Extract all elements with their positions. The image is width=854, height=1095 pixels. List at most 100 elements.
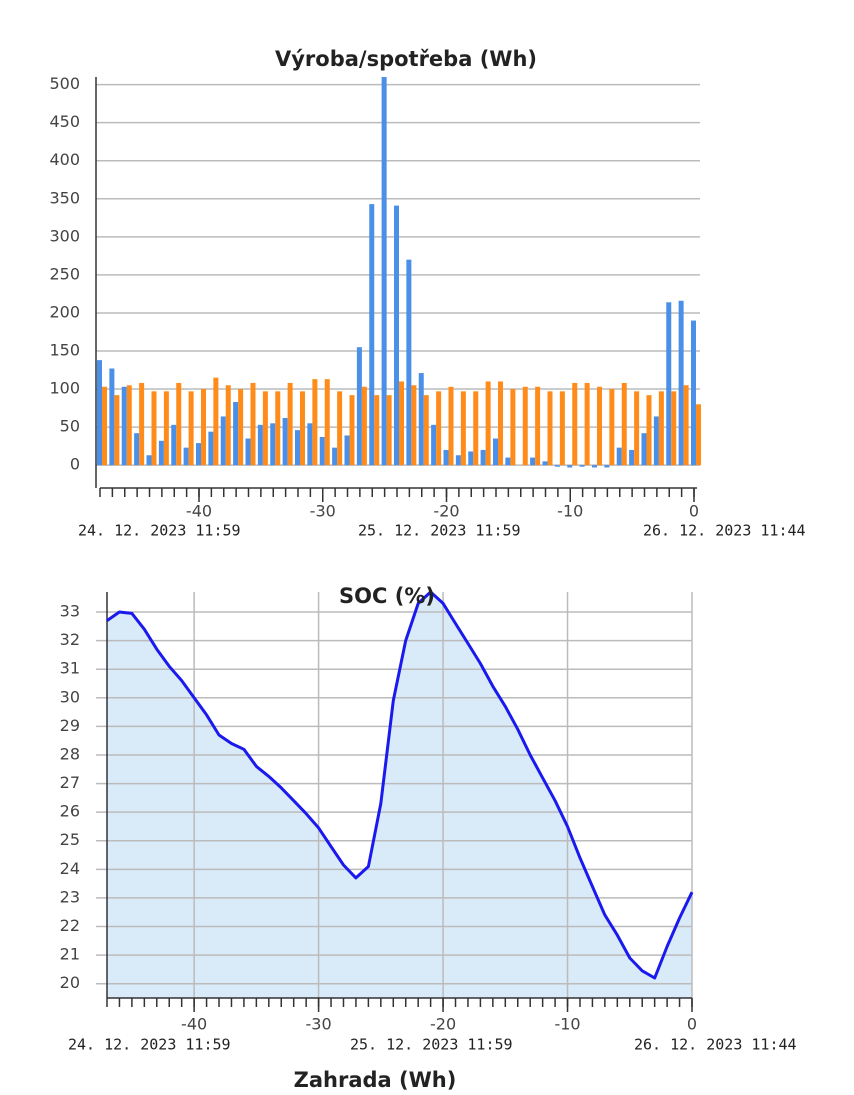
bar bbox=[275, 391, 281, 466]
bar bbox=[436, 391, 442, 466]
bar bbox=[270, 423, 276, 466]
bar bbox=[455, 455, 461, 466]
bar bbox=[374, 395, 380, 466]
bar bbox=[480, 449, 486, 466]
bar bbox=[262, 391, 268, 466]
bar bbox=[126, 385, 132, 466]
bar bbox=[443, 449, 449, 466]
y-tick-label: 25 bbox=[60, 830, 80, 849]
bar bbox=[510, 389, 516, 466]
chart-title: SOC (%) bbox=[339, 584, 435, 608]
bar bbox=[295, 430, 300, 466]
y-tick-label: 27 bbox=[60, 773, 80, 792]
bar bbox=[257, 424, 263, 466]
bar bbox=[233, 401, 239, 466]
bar bbox=[460, 391, 466, 466]
bar bbox=[584, 382, 590, 466]
bar bbox=[176, 382, 182, 466]
y-tick-label: 30 bbox=[60, 687, 80, 706]
bar bbox=[114, 395, 120, 466]
bar bbox=[621, 382, 627, 466]
footer-title: Zahrada (Wh) bbox=[294, 1068, 457, 1092]
bar bbox=[696, 404, 701, 466]
bar bbox=[139, 382, 145, 466]
bar bbox=[629, 449, 635, 466]
y-tick-label: 100 bbox=[49, 379, 80, 398]
y-tick-label: 31 bbox=[60, 659, 80, 678]
bar bbox=[324, 379, 330, 466]
y-tick-label: 250 bbox=[49, 264, 80, 283]
date-label: 26. 12. 2023 11:44 bbox=[643, 522, 806, 540]
bar bbox=[282, 417, 288, 466]
x-tick-label: -40 bbox=[186, 502, 212, 521]
bar bbox=[250, 382, 256, 466]
bar bbox=[691, 320, 696, 466]
bar bbox=[542, 461, 548, 466]
y-tick-label: 32 bbox=[60, 630, 80, 649]
date-label: 24. 12. 2023 11:59 bbox=[68, 1036, 231, 1054]
y-tick-label: 500 bbox=[49, 74, 80, 93]
line bbox=[106, 590, 694, 980]
bar bbox=[530, 457, 536, 466]
bar bbox=[448, 386, 454, 466]
date-label: 24. 12. 2023 11:59 bbox=[78, 522, 241, 540]
y-tick-label: 23 bbox=[60, 887, 80, 906]
y-tick-label: 400 bbox=[49, 150, 80, 169]
x-tick-label: -10 bbox=[557, 502, 583, 521]
bar bbox=[312, 379, 318, 466]
bar bbox=[386, 395, 392, 466]
bar bbox=[554, 465, 560, 467]
bar bbox=[146, 455, 152, 466]
bar bbox=[121, 386, 127, 466]
bar bbox=[245, 438, 251, 466]
bar bbox=[399, 381, 404, 466]
y-tick-label: 28 bbox=[60, 744, 80, 763]
bar bbox=[658, 391, 664, 466]
bar bbox=[332, 447, 338, 466]
x-tick-label: -40 bbox=[181, 1015, 207, 1034]
y-tick-label: 22 bbox=[60, 916, 80, 935]
bar bbox=[361, 386, 367, 466]
y-tick-label: 150 bbox=[49, 341, 80, 360]
bar bbox=[134, 433, 140, 466]
bar bbox=[634, 391, 640, 466]
date-label: 25. 12. 2023 11:59 bbox=[350, 1036, 513, 1054]
y-tick-label: 29 bbox=[60, 716, 80, 735]
bar bbox=[97, 360, 102, 466]
bar bbox=[597, 386, 602, 466]
bar bbox=[356, 347, 362, 466]
bar bbox=[683, 385, 689, 466]
bar bbox=[468, 451, 474, 466]
bar bbox=[609, 389, 615, 466]
y-tick-label: 20 bbox=[60, 973, 80, 992]
bar bbox=[369, 204, 375, 466]
bar bbox=[381, 77, 387, 466]
bar bbox=[535, 386, 541, 466]
bar bbox=[300, 391, 305, 466]
bar bbox=[109, 368, 115, 466]
y-tick-label: 200 bbox=[49, 302, 80, 321]
bar bbox=[678, 300, 684, 466]
bar bbox=[411, 385, 417, 466]
bar bbox=[666, 302, 672, 466]
chart-title: Výroba/spotřeba (Wh) bbox=[275, 47, 537, 71]
bar bbox=[319, 437, 325, 466]
bar bbox=[592, 465, 597, 468]
x-tick-label: 0 bbox=[687, 1015, 697, 1034]
bar bbox=[485, 381, 491, 466]
bar bbox=[418, 373, 424, 466]
y-tick-label: 450 bbox=[49, 112, 80, 131]
date-label: 25. 12. 2023 11:59 bbox=[358, 522, 521, 540]
bar bbox=[641, 433, 647, 466]
bar bbox=[238, 389, 244, 466]
bar bbox=[151, 391, 157, 466]
x-tick-label: 0 bbox=[689, 502, 699, 521]
bar bbox=[505, 457, 511, 466]
bar bbox=[423, 395, 429, 466]
bar bbox=[201, 389, 206, 466]
bar bbox=[183, 447, 189, 466]
y-tick-label: 21 bbox=[60, 945, 80, 964]
bar bbox=[225, 385, 231, 466]
date-label: 26. 12. 2023 11:44 bbox=[634, 1036, 797, 1054]
